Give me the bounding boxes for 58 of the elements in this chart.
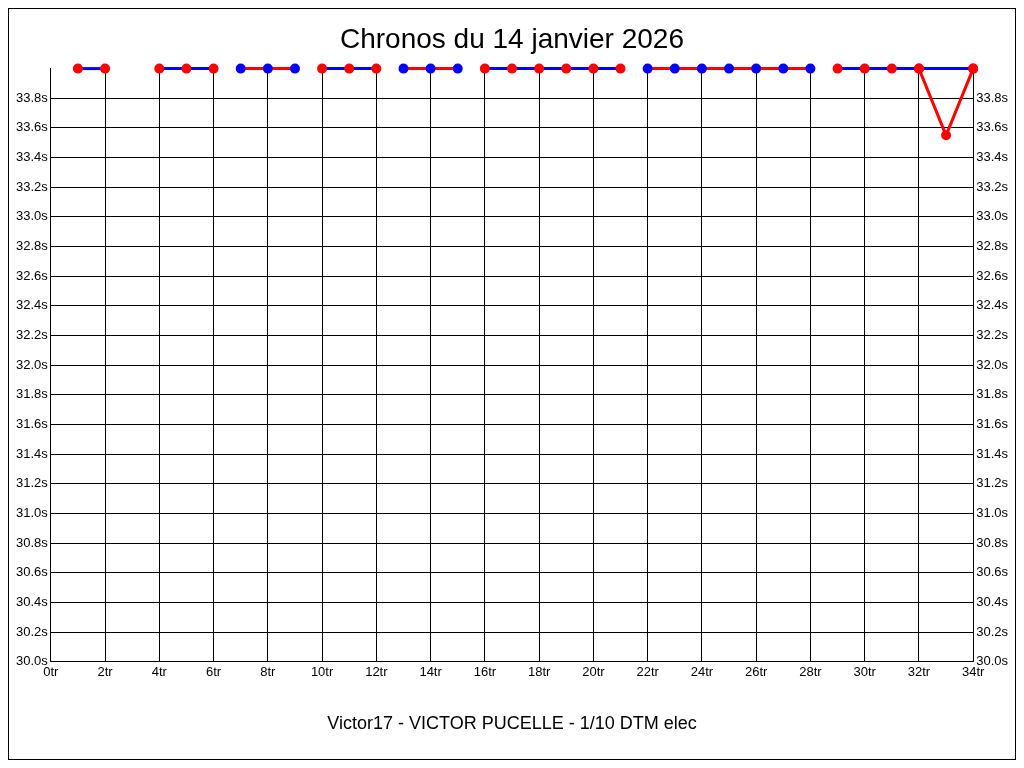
x-tick-label: 18tr xyxy=(527,664,551,680)
y-tick-label: 33.0s xyxy=(15,208,49,224)
y-tick-label: 30.4s xyxy=(15,594,49,610)
x-tick-label: 22tr xyxy=(636,664,660,680)
y-tick-label: 33.2s xyxy=(15,178,49,194)
y2-tick-label: 32.6s xyxy=(976,267,1009,283)
y-tick-label: 31.4s xyxy=(15,445,49,461)
y2-tick-label: 30.8s xyxy=(976,534,1009,550)
y-tick-label: 30.8s xyxy=(15,534,49,550)
x-tick-label: 14tr xyxy=(419,664,443,680)
x-tick-label: 30tr xyxy=(853,664,877,680)
y2-tick-label: 31.4s xyxy=(976,445,1009,461)
y-tick-label: 31.2s xyxy=(15,475,49,491)
y2-tick-label: 33.2s xyxy=(976,178,1009,194)
x-tick-label: 8tr xyxy=(260,664,277,680)
x-tick-label: 12tr xyxy=(365,664,389,680)
y2-tick-label: 33.0s xyxy=(976,208,1009,224)
y2-tick-label: 33.6s xyxy=(976,119,1009,135)
y2-tick-label: 33.4s xyxy=(976,149,1009,165)
y2-tick-label: 30.6s xyxy=(976,564,1009,580)
y-tick-label: 32.8s xyxy=(15,238,49,254)
y2-tick-label: 31.6s xyxy=(976,416,1009,432)
y2-tick-label: 32.2s xyxy=(976,327,1009,343)
y-tick-label: 32.4s xyxy=(15,297,49,313)
y2-tick-label: 31.8s xyxy=(976,386,1009,402)
x-tick-label: 6tr xyxy=(205,664,222,680)
y-tick-label: 32.2s xyxy=(15,327,49,343)
chart-title: Chronos du 14 janvier 2026 xyxy=(339,22,685,54)
x-axis-title: Victor17 - VICTOR PUCELLE - 1/10 DTM elec xyxy=(327,713,697,734)
y2-tick-label: 30.2s xyxy=(976,623,1009,639)
x-tick-label: 4tr xyxy=(151,664,168,680)
y-tick-label: 33.8s xyxy=(15,89,49,105)
x-tick-label: 24tr xyxy=(690,664,714,680)
y-tick-label: 32.6s xyxy=(15,267,49,283)
y-tick-label: 31.8s xyxy=(15,386,49,402)
y2-tick-label: 31.0s xyxy=(976,505,1009,521)
y2-tick-label: 30.4s xyxy=(976,594,1009,610)
x-tick-label: 26tr xyxy=(744,664,769,680)
y-tick-label: 33.6s xyxy=(15,119,49,135)
y-tick-label: 31.0s xyxy=(15,505,49,521)
y-tick-label: 33.4s xyxy=(15,149,49,165)
x-tick-label: 10tr xyxy=(310,664,334,680)
y2-tick-label: 32.8s xyxy=(976,238,1009,254)
x-tick-label: 2tr xyxy=(97,664,114,680)
x-tick-label: 0tr xyxy=(43,664,60,680)
y-tick-label: 30.2s xyxy=(15,623,49,639)
y-tick-label: 30.6s xyxy=(15,564,49,580)
y2-tick-label: 31.2s xyxy=(976,475,1009,491)
x-tick-label: 28tr xyxy=(799,664,823,680)
y-tick-label: 31.6s xyxy=(15,416,49,432)
y2-tick-label: 32.4s xyxy=(976,297,1009,313)
x-tick-label: 34tr xyxy=(962,664,986,680)
y2-tick-label: 32.0s xyxy=(976,356,1009,372)
y-tick-label: 32.0s xyxy=(15,356,49,372)
y2-tick-label: 33.8s xyxy=(976,89,1009,105)
x-tick-label: 16tr xyxy=(473,664,497,680)
x-tick-label: 32tr xyxy=(907,664,931,680)
x-tick-label: 20tr xyxy=(582,664,606,680)
